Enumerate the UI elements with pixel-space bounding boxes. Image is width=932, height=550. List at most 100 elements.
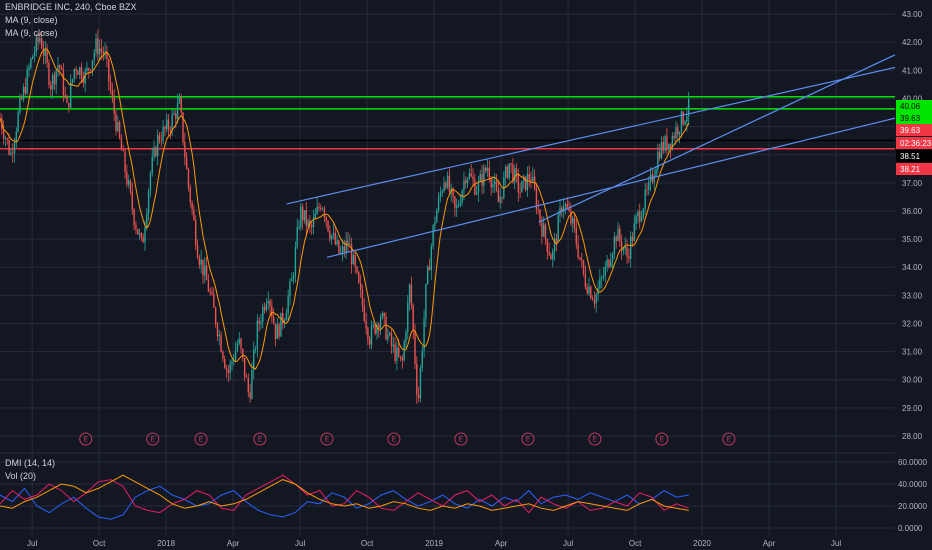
candle-body <box>195 220 197 246</box>
candle-body <box>396 347 398 361</box>
time-axis[interactable]: Jul Oct 2018 Apr Jul Oct 2019 Apr Jul Oct 2020 Apr J… <box>27 539 841 548</box>
candle-body <box>581 258 583 261</box>
candle-body <box>13 142 16 154</box>
candle-body <box>470 173 472 177</box>
candle-body <box>403 342 405 361</box>
earnings-marker[interactable]: E <box>79 432 93 446</box>
candle-body <box>374 324 376 334</box>
candle-body <box>687 99 690 117</box>
price-tick: 35.00 <box>902 235 923 244</box>
candle-body <box>465 180 467 184</box>
candle-body <box>93 52 95 61</box>
price-tag-bg <box>896 150 932 162</box>
time-tick: Jul <box>831 539 841 548</box>
candle-body <box>343 246 346 252</box>
candle-body <box>50 84 52 90</box>
vol-legend[interactable]: Vol (20) <box>5 471 37 481</box>
candle-body <box>644 189 646 209</box>
dmi-axis[interactable]: 60.0000 40.0000 20.0000 0.0000 <box>898 458 927 533</box>
candle-body <box>55 70 57 85</box>
earnings-marker[interactable]: E <box>588 432 602 446</box>
candle-body <box>347 240 349 245</box>
candle-body <box>240 338 242 350</box>
candle-body <box>205 265 208 281</box>
candle-body <box>542 224 545 237</box>
candle-body <box>120 137 123 151</box>
candle-body <box>486 167 489 171</box>
candle-body <box>220 334 222 352</box>
price-tag: 38.51 <box>896 150 932 162</box>
candle-body <box>401 357 404 361</box>
candle-body <box>291 279 293 282</box>
candle-body <box>619 228 621 242</box>
candle-body <box>216 324 219 337</box>
candle-body <box>323 208 326 218</box>
candle-body <box>180 97 182 113</box>
earnings-marker[interactable]: E <box>655 432 669 446</box>
candle-body <box>341 246 344 253</box>
candle-body <box>363 305 365 321</box>
earnings-marker[interactable]: E <box>454 432 468 446</box>
candle-body <box>613 236 616 254</box>
earnings-marker[interactable]: E <box>722 432 736 446</box>
candle-body <box>108 59 110 82</box>
candle-body <box>392 344 394 347</box>
earnings-label: E <box>526 437 531 444</box>
candle-body <box>238 338 240 344</box>
candle-body <box>276 324 278 339</box>
candle-body <box>189 186 191 203</box>
candle-body <box>10 152 12 155</box>
candle-body <box>421 350 423 368</box>
candle-body <box>222 351 224 359</box>
candle-body <box>104 51 106 54</box>
earnings-label: E <box>660 437 665 444</box>
candle-body <box>162 126 164 142</box>
candle-body <box>519 192 521 193</box>
price-tick: 40.00 <box>902 94 923 103</box>
candle-body <box>84 70 86 84</box>
dmi-tick: 60.0000 <box>898 458 927 467</box>
candle-body <box>635 216 637 224</box>
symbol-title[interactable]: ENBRIDGE INC, 240, Cboe BZX <box>5 2 137 12</box>
candle-body <box>494 181 496 185</box>
earnings-marker[interactable]: E <box>320 432 334 446</box>
candle-body <box>662 141 664 151</box>
candle-body <box>477 180 480 193</box>
candle-body <box>414 331 416 364</box>
candle-body <box>146 213 148 228</box>
earnings-marker[interactable]: E <box>146 432 160 446</box>
earnings-label: E <box>459 437 464 444</box>
candle-body <box>196 245 199 258</box>
price-axis[interactable]: 43.0042.0041.0040.0039.0038.0037.0036.00… <box>902 10 923 441</box>
candle-body <box>191 202 193 210</box>
candle-body <box>446 175 449 188</box>
candle-body <box>42 48 45 56</box>
candle-body <box>369 338 371 345</box>
earnings-marker[interactable]: E <box>387 432 401 446</box>
earnings-circle <box>194 432 208 446</box>
candle-body <box>436 210 438 223</box>
trend-lines[interactable] <box>286 54 896 258</box>
candle-body <box>115 113 117 131</box>
dmi-legend[interactable]: DMI (14, 14) <box>5 458 56 468</box>
ma-legend-2[interactable]: MA (9, close) <box>5 28 58 38</box>
candle-body <box>530 179 532 182</box>
candle-body <box>417 394 420 399</box>
candle-body <box>289 281 291 297</box>
candle-body <box>573 217 576 228</box>
earnings-marker[interactable]: E <box>194 432 208 446</box>
ma-legend-1[interactable]: MA (9, close) <box>5 15 58 25</box>
candle-body <box>606 259 608 267</box>
horizontal-levels[interactable] <box>0 96 895 150</box>
candle-body <box>544 224 547 239</box>
candle-body <box>113 97 115 114</box>
candle-body <box>658 152 661 159</box>
candle-body <box>566 204 568 209</box>
candle-body <box>267 300 269 304</box>
earnings-marker[interactable]: E <box>253 432 267 446</box>
candle-body <box>604 266 607 277</box>
earnings-marker[interactable]: E <box>521 432 535 446</box>
candle-body <box>129 180 132 192</box>
